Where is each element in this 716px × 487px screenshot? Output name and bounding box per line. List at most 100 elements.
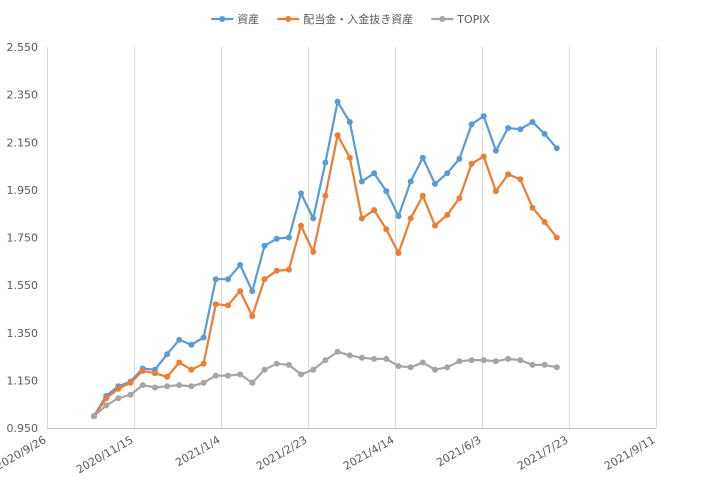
data-point: [188, 366, 195, 373]
x-tick-label: 2020/11/15: [74, 433, 135, 476]
data-point: [346, 119, 353, 125]
data-point: [358, 215, 365, 222]
data-point: [237, 261, 244, 268]
y-tick-label: 1.150: [7, 374, 39, 387]
data-point: [444, 170, 451, 177]
legend: 資産 配当金・入金抜き資産 TOPIX: [211, 12, 491, 26]
data-point: [334, 98, 341, 105]
data-point: [456, 358, 463, 365]
data-point: [200, 334, 207, 341]
data-point: [164, 373, 171, 380]
legend-label: 資産: [237, 13, 259, 26]
data-point: [225, 276, 231, 283]
data-point: [151, 370, 158, 377]
data-point: [103, 402, 110, 409]
x-tick-label: 2021/9/11: [602, 433, 657, 472]
data-point: [553, 234, 560, 241]
data-point: [176, 382, 183, 389]
data-point: [322, 357, 329, 364]
data-point: [541, 219, 548, 225]
data-point: [505, 171, 512, 178]
data-point: [310, 215, 317, 222]
data-point: [358, 178, 365, 185]
data-point: [139, 367, 146, 374]
data-point: [237, 288, 244, 295]
y-tick-label: 1.550: [7, 279, 39, 292]
x-tick-label: 2021/4/14: [341, 433, 396, 472]
x-tick-label: 2021/7/23: [515, 433, 570, 472]
data-point: [273, 360, 280, 367]
y-tick-label: 1.750: [7, 232, 39, 245]
data-point: [383, 188, 390, 195]
data-point: [322, 192, 329, 199]
data-point: [310, 248, 317, 255]
data-point: [541, 130, 548, 137]
data-point: [480, 113, 487, 120]
data-point: [371, 355, 378, 362]
data-point: [212, 301, 219, 308]
data-point: [322, 159, 329, 166]
data-point: [298, 190, 304, 197]
data-point: [127, 391, 134, 398]
legend-swatch-marker: [439, 16, 446, 22]
y-tick-label: 2.150: [7, 136, 39, 149]
data-point: [91, 413, 97, 420]
legend-swatch-marker: [219, 16, 226, 22]
data-point: [517, 176, 524, 183]
data-point: [371, 170, 378, 177]
series-lines: [91, 98, 560, 420]
y-tick-label: 1.350: [7, 327, 39, 340]
data-point: [383, 226, 390, 233]
data-point: [517, 126, 524, 133]
data-point: [529, 119, 536, 125]
data-point: [139, 382, 146, 389]
data-point: [419, 359, 426, 366]
data-point: [310, 366, 317, 373]
data-point: [164, 383, 171, 390]
data-point: [492, 188, 499, 195]
data-point: [444, 211, 451, 218]
data-point: [176, 336, 183, 343]
data-point: [225, 372, 231, 379]
data-point: [492, 358, 499, 365]
data-point: [529, 204, 536, 211]
data-point: [188, 383, 195, 390]
data-point: [261, 366, 268, 373]
data-point: [285, 234, 292, 241]
data-point: [456, 155, 463, 162]
series-line-0: [93, 100, 558, 417]
data-point: [468, 121, 475, 128]
data-point: [237, 371, 244, 378]
data-point: [395, 250, 402, 256]
data-point: [468, 357, 475, 364]
data-point: [261, 242, 268, 249]
data-point: [273, 235, 280, 242]
data-point: [285, 361, 292, 368]
x-tick-label: 2021/6/3: [434, 433, 483, 469]
data-point: [407, 215, 414, 222]
data-point: [517, 357, 524, 364]
data-point: [358, 354, 365, 361]
data-point: [444, 364, 451, 371]
data-point: [432, 366, 438, 373]
data-point: [103, 395, 110, 402]
legend-swatch-marker: [285, 16, 292, 22]
data-point: [419, 154, 426, 161]
data-point: [225, 302, 231, 309]
data-point: [371, 207, 378, 214]
data-point: [249, 379, 256, 386]
data-point: [468, 160, 475, 167]
data-point: [285, 266, 292, 273]
data-point: [212, 276, 219, 283]
x-tick-label: 2021/1/4: [173, 433, 222, 469]
data-point: [334, 348, 341, 355]
data-point: [273, 267, 280, 274]
data-point: [115, 385, 122, 392]
gridlines: [47, 47, 657, 428]
data-point: [212, 372, 219, 379]
y-tick-label: 1.950: [7, 184, 39, 197]
data-point: [407, 178, 414, 185]
data-point: [553, 145, 560, 152]
